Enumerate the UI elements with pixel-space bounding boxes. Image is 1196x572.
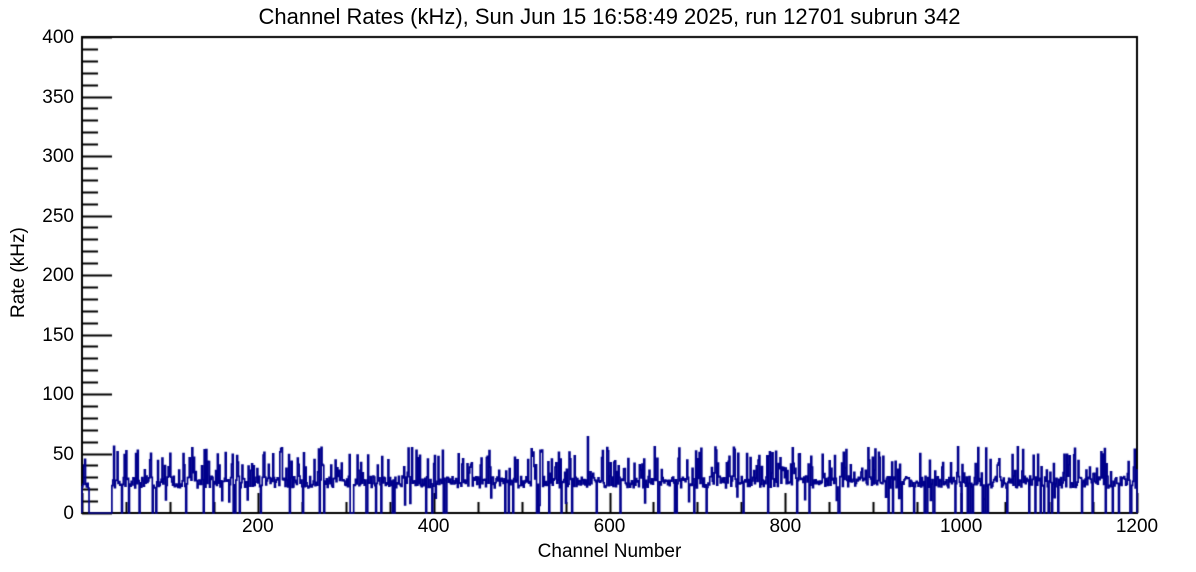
x-tick-label: 400 [417, 516, 450, 537]
x-tick-label: 600 [593, 516, 626, 537]
y-tick-label: 200 [42, 265, 74, 286]
x-tick-label: 1200 [1115, 516, 1159, 537]
y-tick-label: 100 [42, 384, 74, 405]
x-axis-title: Channel Number [537, 541, 682, 562]
x-tick-label: 1000 [940, 516, 983, 537]
y-tick-label: 300 [42, 146, 74, 167]
y-tick-label: 250 [42, 205, 74, 227]
y-tick-label: 400 [42, 27, 74, 48]
x-tick-label: 800 [769, 516, 802, 537]
chart-title: Channel Rates (kHz), Sun Jun 15 16:58:49… [258, 4, 961, 29]
y-tick-label: 0 [63, 503, 74, 524]
y-tick-label: 350 [42, 86, 74, 108]
y-tick-label: 50 [52, 443, 74, 465]
y-tick-label: 150 [42, 324, 74, 346]
x-tick-label: 200 [241, 516, 274, 537]
